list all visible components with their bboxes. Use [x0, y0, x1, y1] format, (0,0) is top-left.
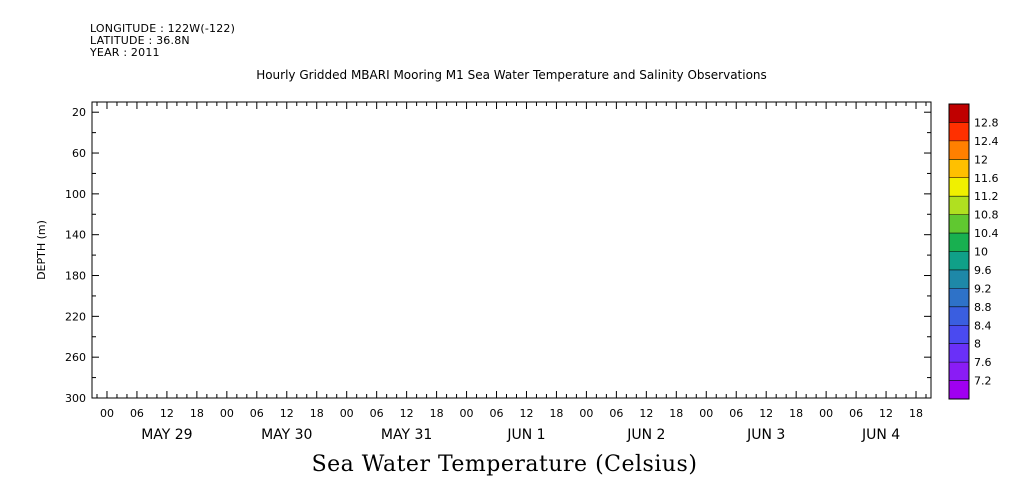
longitude-label: LONGITUDE : 122W(-122): [90, 22, 236, 35]
colorbar-swatch: [949, 122, 969, 141]
colorbar-swatch: [949, 362, 969, 381]
colorbar-label: 7.2: [974, 375, 992, 388]
colorbar-swatch: [949, 177, 969, 197]
colorbar-label: 9.6: [974, 264, 992, 277]
colorbar-swatch: [949, 343, 969, 363]
colorbar-label: 12.4: [974, 135, 999, 148]
colorbar-label: 12.8: [974, 116, 999, 129]
x-hour-label: 00: [460, 407, 474, 420]
x-hour-label: 06: [609, 407, 623, 420]
colorbar-swatch: [949, 196, 969, 215]
x-hour-label: 00: [100, 407, 114, 420]
x-hour-label: 00: [819, 407, 833, 420]
x-hour-label: 12: [639, 407, 653, 420]
x-hour-label: 06: [130, 407, 144, 420]
x-hour-label: 12: [759, 407, 773, 420]
x-hour-label: 12: [519, 407, 533, 420]
colorbar-swatch: [949, 214, 969, 234]
x-hour-label: 06: [250, 407, 264, 420]
colorbar-label: 7.6: [974, 356, 992, 369]
x-hour-label: 12: [160, 407, 174, 420]
y-tick-label: 20: [72, 106, 86, 119]
x-hour-label: 00: [220, 407, 234, 420]
x-hour-label: 12: [879, 407, 893, 420]
x-hour-label: 18: [669, 407, 683, 420]
colorbar-label: 10: [974, 246, 988, 259]
y-tick-label: 60: [72, 147, 86, 160]
x-date-label: MAY 31: [381, 427, 432, 443]
plot-frame: [91, 101, 932, 399]
x-hour-label: 06: [490, 407, 504, 420]
colorbar-label: 10.4: [974, 227, 999, 240]
y-tick-label: 260: [65, 351, 86, 364]
colorbar-swatch: [949, 380, 969, 399]
x-hour-label: 18: [549, 407, 563, 420]
colorbar-label: 8.8: [974, 301, 992, 314]
colorbar-label: 11.2: [974, 190, 999, 203]
colorbar-swatch: [949, 104, 969, 123]
x-hour-label: 18: [789, 407, 803, 420]
x-hour-label: 12: [400, 407, 414, 420]
x-hour-label: 06: [729, 407, 743, 420]
x-hour-label: 18: [310, 407, 324, 420]
colorbar-swatch: [949, 233, 969, 252]
y-tick-label: 140: [65, 229, 86, 242]
colorbar-swatch: [949, 140, 969, 160]
x-hour-label: 18: [190, 407, 204, 420]
x-date-label: JUN 3: [746, 427, 785, 443]
colorbar-label: 10.8: [974, 209, 999, 222]
colorbar-label: 11.6: [974, 172, 999, 185]
colorbar-label: 9.2: [974, 282, 992, 295]
chart-title: Hourly Gridded MBARI Mooring M1 Sea Wate…: [256, 68, 767, 82]
colorbar-label: 12: [974, 153, 988, 166]
x-hour-label: 18: [430, 407, 444, 420]
y-tick-label: 300: [65, 392, 86, 405]
x-hour-label: 12: [280, 407, 294, 420]
y-tick-label: 100: [65, 188, 86, 201]
x-date-label: JUN 2: [626, 427, 665, 443]
x-date-label: MAY 30: [261, 427, 312, 443]
x-date-label: JUN 1: [506, 427, 545, 443]
x-date-label: MAY 29: [141, 427, 192, 443]
plot-background: [92, 102, 931, 398]
x-hour-label: 00: [699, 407, 713, 420]
x-hour-label: 00: [340, 407, 354, 420]
x-hour-label: 06: [849, 407, 863, 420]
colorbar-label: 8: [974, 338, 981, 351]
colorbar-swatch: [949, 306, 969, 326]
colorbar-swatch: [949, 159, 969, 178]
y-axis-label: DEPTH (m): [35, 220, 48, 280]
colorbar-swatch: [949, 251, 969, 270]
year-label: YEAR : 2011: [90, 46, 160, 59]
field-label: Sea Water Temperature (Celsius): [311, 452, 698, 477]
colorbar-swatch: [949, 269, 969, 289]
colorbar-swatch: [949, 288, 969, 307]
x-hour-label: 06: [370, 407, 384, 420]
y-tick-label: 180: [65, 270, 86, 283]
x-hour-label: 18: [909, 407, 923, 420]
colorbar-label: 8.4: [974, 319, 992, 332]
colorbar-swatch: [949, 325, 969, 344]
x-hour-label: 00: [579, 407, 593, 420]
y-tick-label: 220: [65, 310, 86, 323]
x-date-label: JUN 4: [861, 427, 900, 443]
latitude-label: LATITUDE : 36.8N: [90, 34, 190, 47]
